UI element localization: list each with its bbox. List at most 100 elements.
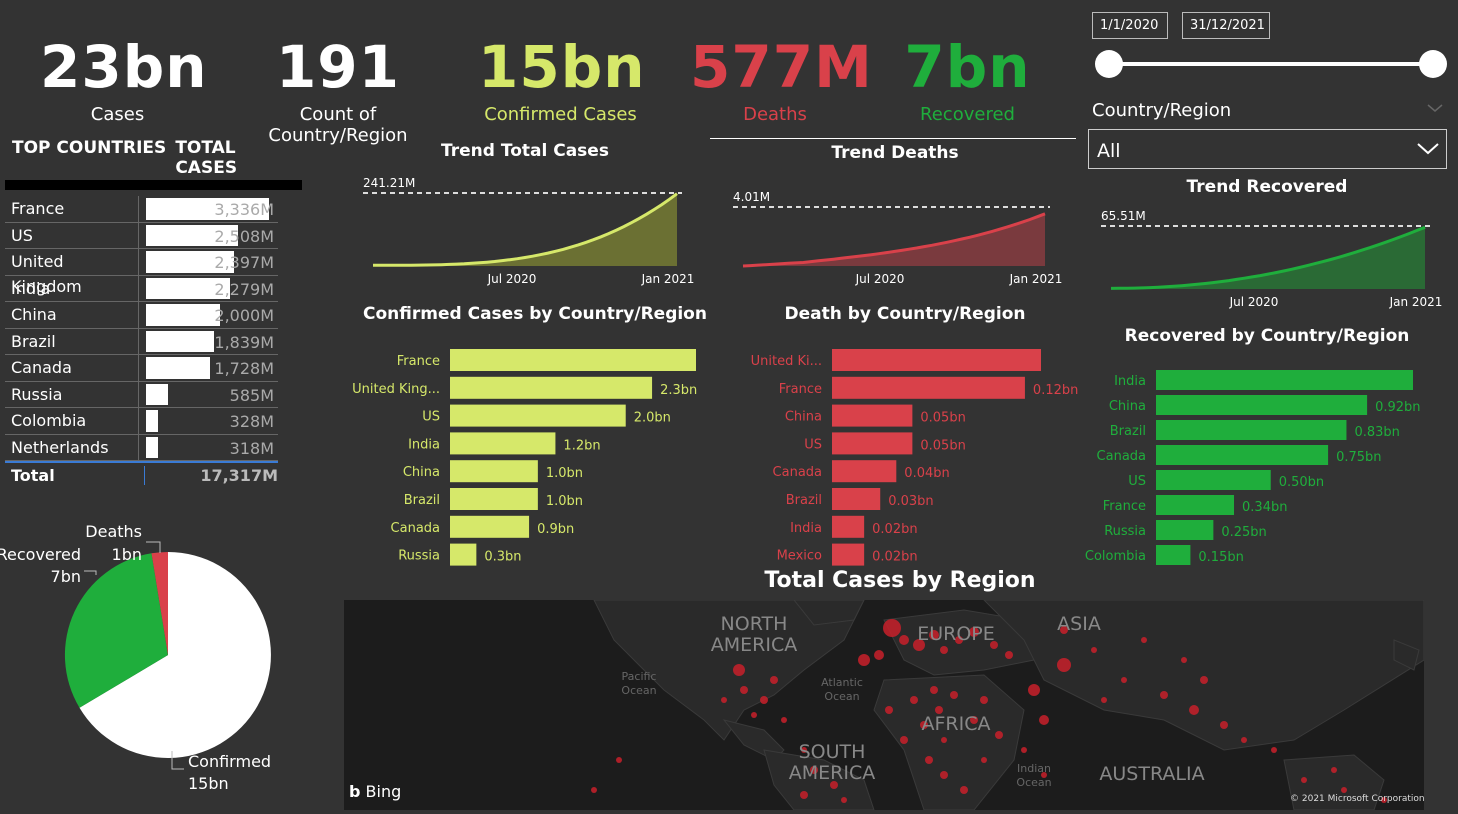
case-bubble[interactable] — [1028, 684, 1040, 696]
case-bubble[interactable] — [910, 696, 918, 704]
case-bubble[interactable] — [1060, 626, 1068, 634]
case-bubble[interactable] — [883, 619, 901, 637]
bar[interactable] — [450, 460, 538, 483]
case-bubble[interactable] — [760, 696, 768, 704]
table-row[interactable]: Brazil 1,839M — [5, 328, 278, 355]
case-bubble[interactable] — [930, 686, 938, 694]
bar[interactable] — [832, 404, 913, 427]
case-bubble[interactable] — [1041, 772, 1047, 778]
bar[interactable] — [450, 543, 477, 566]
case-bubble[interactable] — [1160, 691, 1168, 699]
case-bubble[interactable] — [810, 766, 818, 774]
case-bubble[interactable] — [925, 756, 933, 764]
case-bubble[interactable] — [1057, 658, 1071, 672]
date-start-input[interactable]: 1/1/2020 — [1092, 12, 1168, 39]
case-bubble[interactable] — [970, 716, 978, 724]
case-bubble[interactable] — [990, 641, 998, 649]
case-bubble[interactable] — [1271, 747, 1277, 753]
date-end-input[interactable]: 31/12/2021 — [1182, 12, 1270, 39]
table-row[interactable]: India 2,279M — [5, 275, 278, 302]
slicer-collapse-icon[interactable] — [1426, 100, 1444, 119]
case-bubble[interactable] — [830, 781, 838, 789]
case-bubble[interactable] — [885, 706, 893, 714]
table-row[interactable]: Russia 585M — [5, 381, 278, 408]
case-bubble[interactable] — [899, 635, 909, 645]
bar[interactable] — [832, 432, 913, 455]
case-bubble[interactable] — [1241, 737, 1247, 743]
bar[interactable] — [832, 488, 881, 510]
date-slider-track[interactable] — [1110, 62, 1432, 66]
bar[interactable] — [1156, 520, 1214, 540]
table-row[interactable]: China 2,000M — [5, 302, 278, 329]
case-bubble[interactable] — [941, 737, 947, 743]
bar[interactable] — [450, 432, 556, 455]
case-bubble[interactable] — [616, 757, 622, 763]
case-bubble[interactable] — [1021, 747, 1027, 753]
bar[interactable] — [832, 515, 865, 538]
case-bubble[interactable] — [929, 630, 939, 640]
case-bubble[interactable] — [1381, 797, 1387, 803]
date-slider-end-handle[interactable] — [1419, 50, 1447, 78]
case-bubble[interactable] — [1301, 777, 1307, 783]
bar[interactable] — [1156, 370, 1413, 390]
case-bubble[interactable] — [740, 686, 748, 694]
pie-slice-confirmed[interactable] — [79, 552, 271, 758]
case-bubble[interactable] — [1141, 637, 1147, 643]
bar[interactable] — [450, 488, 538, 510]
table-row[interactable]: Canada 1,728M — [5, 355, 278, 382]
case-bubble[interactable] — [955, 636, 963, 644]
case-bubble[interactable] — [940, 771, 948, 779]
case-bubble[interactable] — [960, 786, 968, 794]
pie-slice-recovered[interactable] — [64, 553, 168, 708]
case-bubble[interactable] — [1341, 787, 1347, 793]
case-bubble[interactable] — [800, 791, 808, 799]
case-bubble[interactable] — [935, 706, 943, 714]
pie-slice-deaths[interactable] — [151, 551, 169, 655]
header-top-countries[interactable]: TOP COUNTRIES — [12, 138, 167, 158]
case-bubble[interactable] — [1181, 657, 1187, 663]
case-bubble[interactable] — [940, 646, 948, 654]
bar[interactable] — [1156, 445, 1329, 465]
case-bubble[interactable] — [1200, 676, 1208, 684]
case-bubble[interactable] — [1331, 767, 1337, 773]
case-bubble[interactable] — [721, 697, 727, 703]
case-bubble[interactable] — [1039, 715, 1049, 725]
bar[interactable] — [1156, 470, 1271, 490]
bar[interactable] — [450, 349, 696, 371]
case-bubble[interactable] — [801, 747, 807, 753]
bar[interactable] — [832, 543, 865, 566]
table-row[interactable]: Netherlands 318M — [5, 434, 278, 461]
bar[interactable] — [450, 376, 653, 399]
case-bubble[interactable] — [1101, 697, 1107, 703]
case-bubble[interactable] — [1220, 721, 1228, 729]
case-bubble[interactable] — [781, 717, 787, 723]
bar[interactable] — [1156, 495, 1235, 515]
bar[interactable] — [1156, 420, 1347, 440]
bar[interactable] — [1156, 545, 1191, 565]
table-row[interactable]: France 3,336M — [5, 196, 278, 223]
table-row[interactable]: United Kingdom 2,397M — [5, 249, 278, 296]
date-slider-start-handle[interactable] — [1095, 50, 1123, 78]
case-bubble[interactable] — [874, 650, 884, 660]
bar[interactable] — [450, 515, 530, 538]
table-row[interactable]: US 2,508M — [5, 222, 278, 249]
case-bubble[interactable] — [980, 696, 988, 704]
case-bubble[interactable] — [1005, 651, 1013, 659]
case-bubble[interactable] — [858, 654, 870, 666]
table-row[interactable]: Colombia 328M — [5, 408, 278, 435]
country-dropdown[interactable]: All — [1088, 129, 1447, 169]
case-bubble[interactable] — [920, 721, 928, 729]
case-bubble[interactable] — [913, 639, 925, 651]
case-bubble[interactable] — [841, 797, 847, 803]
case-bubble[interactable] — [591, 787, 597, 793]
case-bubble[interactable] — [751, 712, 757, 718]
case-bubble[interactable] — [1189, 705, 1199, 715]
bar[interactable] — [450, 404, 626, 427]
bar[interactable] — [832, 460, 897, 483]
case-bubble[interactable] — [770, 676, 778, 684]
case-bubble[interactable] — [1091, 647, 1097, 653]
case-bubble[interactable] — [995, 731, 1003, 739]
case-bubble[interactable] — [900, 736, 908, 744]
bar[interactable] — [832, 376, 1025, 399]
